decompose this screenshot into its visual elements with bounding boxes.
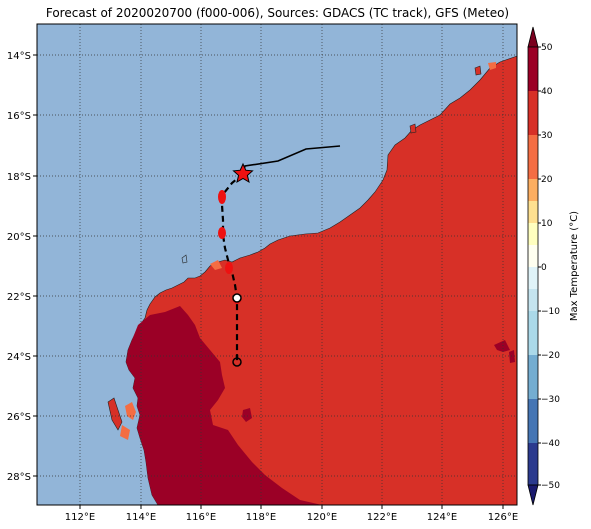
intensity-marker <box>218 227 226 239</box>
lat-tick-label: 28°S <box>7 472 31 483</box>
colorbar-tick-label: −10 <box>541 307 560 317</box>
lon-tick-label: 114°E <box>126 512 156 523</box>
land-hot-pocket <box>509 350 515 363</box>
colorbar-segment <box>528 355 538 399</box>
colorbar: 50 40 30 20 10 0 −10 −20 −30 −40 −50 Max… <box>527 26 580 506</box>
lat-tick-label: 26°S <box>7 412 31 423</box>
current-position-star-icon <box>232 162 254 184</box>
colorbar-segment <box>528 179 538 201</box>
lon-tick-label: 122°E <box>367 512 397 523</box>
colorbar-segment <box>528 47 538 91</box>
lon-tick-label: 118°E <box>246 512 276 523</box>
colorbar-segment <box>528 135 538 179</box>
lat-tick-label: 22°S <box>7 292 31 303</box>
island <box>474 65 482 76</box>
colorbar-segment <box>528 245 538 267</box>
lon-tick-label: 116°E <box>186 512 216 523</box>
colorbar-tick-label: −20 <box>541 351 560 361</box>
colorbar-tick-label: 20 <box>541 175 553 185</box>
colorbar-tick-label: −40 <box>541 439 560 449</box>
colorbar-segment <box>528 399 538 443</box>
lat-tick-label: 24°S <box>7 352 31 363</box>
colorbar-segment <box>528 223 538 245</box>
colorbar-extend-top <box>527 26 539 48</box>
lat-tick-label: 18°S <box>7 172 31 183</box>
intensity-marker <box>225 262 233 274</box>
lon-tick-label: 126°E <box>488 512 518 523</box>
colorbar-segment <box>528 443 538 485</box>
colorbar-segment <box>528 91 538 135</box>
island <box>107 397 123 431</box>
lon-tick-label: 124°E <box>427 512 457 523</box>
island <box>181 254 188 264</box>
lon-tick-label: 112°E <box>65 512 95 523</box>
map-title: Forecast of 2020020700 (f000-006), Sourc… <box>45 6 510 20</box>
land-coastal-warm <box>125 402 136 420</box>
gridlines <box>37 24 517 505</box>
land-coastal-warm <box>210 260 222 270</box>
land-hot-pocket <box>242 408 252 422</box>
lat-tick-label: 20°S <box>7 232 31 243</box>
forecast-position-marker <box>232 293 242 303</box>
colorbar-tick-label: 10 <box>541 219 553 229</box>
colorbar-segment <box>528 289 538 311</box>
land-coastal-warm <box>120 425 130 440</box>
lat-tick-label: 16°S <box>7 111 31 122</box>
lat-tick-label: 14°S <box>7 51 31 62</box>
colorbar-segment <box>528 311 538 355</box>
colorbar-segment <box>528 201 538 223</box>
colorbar-label: Max Temperature (°C) <box>569 211 580 321</box>
colorbar-tick-label: 0 <box>541 263 547 273</box>
colorbar-tick-label: −50 <box>541 481 560 491</box>
colorbar-tick-label: 40 <box>541 87 553 97</box>
land-coastal-warm <box>488 62 496 70</box>
colorbar-segment <box>528 267 538 289</box>
colorbar-extend-bottom <box>527 484 539 506</box>
map-frame <box>36 23 518 506</box>
colorbar-tick-label: 50 <box>541 43 553 53</box>
island <box>409 123 417 134</box>
forecast-position-marker <box>232 357 242 367</box>
intensity-marker <box>218 190 226 204</box>
colorbar-tick-label: −30 <box>541 395 560 405</box>
lon-tick-label: 120°E <box>307 512 337 523</box>
land-hot-pocket <box>494 340 510 352</box>
colorbar-tick-label: 30 <box>541 131 553 141</box>
